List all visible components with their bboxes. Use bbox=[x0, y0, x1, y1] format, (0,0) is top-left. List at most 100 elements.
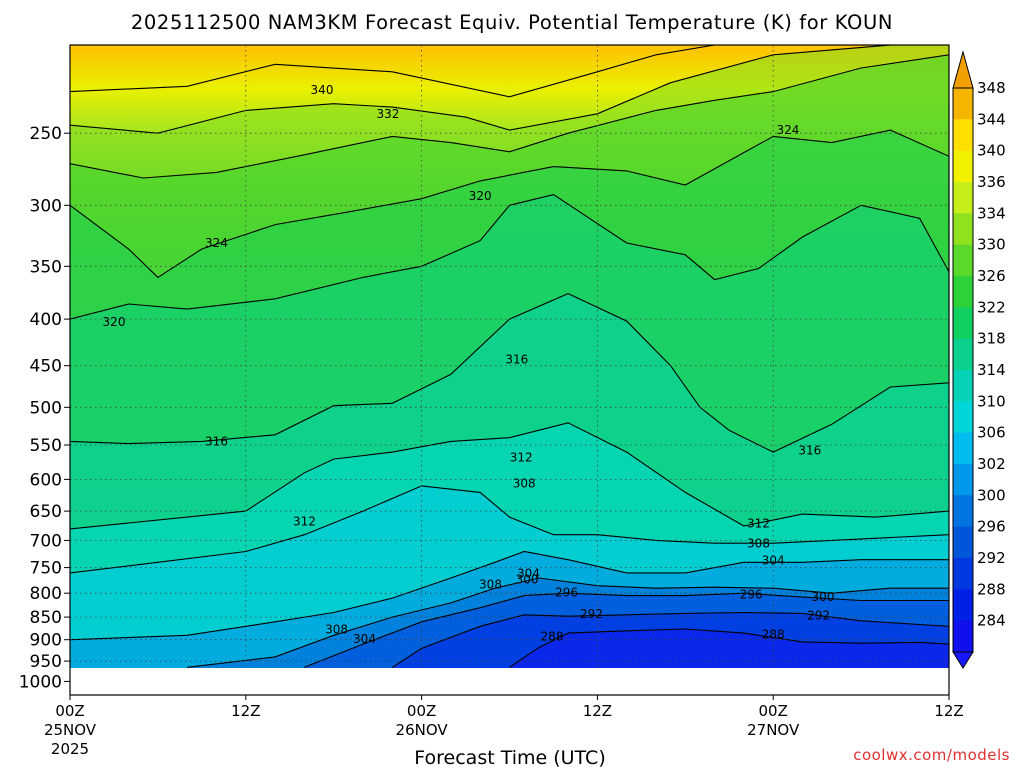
contour-label: 308 bbox=[747, 537, 770, 551]
colorbar-label: 302 bbox=[977, 455, 1006, 473]
colorbar-swatch bbox=[953, 432, 973, 465]
theta-band-288 bbox=[509, 629, 949, 668]
y-tick-label: 500 bbox=[30, 398, 62, 418]
y-tick-label: 450 bbox=[30, 357, 62, 377]
ground-terrain bbox=[70, 669, 949, 698]
x-tick-label: 12Z bbox=[934, 702, 963, 720]
x-tick-date: 25NOV bbox=[44, 721, 97, 739]
y-tick-label: 550 bbox=[30, 436, 62, 456]
colorbar-label: 348 bbox=[977, 79, 1006, 97]
colorbar-label: 306 bbox=[977, 424, 1006, 442]
contour-label: 296 bbox=[740, 588, 763, 602]
colorbar-label: 318 bbox=[977, 330, 1006, 348]
contour-label: 292 bbox=[807, 609, 830, 623]
y-tick-label: 800 bbox=[30, 584, 62, 604]
contour-328 bbox=[70, 54, 949, 179]
colorbar-swatch bbox=[953, 182, 973, 214]
contour-label: 308 bbox=[479, 578, 502, 592]
colorbar-swatch bbox=[953, 213, 973, 246]
contour-324 bbox=[70, 129, 949, 279]
contour-label: 316 bbox=[505, 353, 528, 367]
x-tick-label: 12Z bbox=[231, 702, 260, 720]
colorbar: 348 344 340 336 334 330 326 322 318 314 310 306 302 3… bbox=[952, 50, 1006, 669]
contour-label: 308 bbox=[513, 476, 536, 490]
contour-lines bbox=[70, 45, 949, 668]
colorbar-swatch bbox=[953, 526, 973, 559]
colorbar-label: 300 bbox=[977, 486, 1006, 504]
contour-332 bbox=[70, 45, 949, 134]
y-tick-label: 400 bbox=[30, 310, 62, 330]
colorbar-swatch bbox=[953, 276, 973, 308]
contour-label: 304 bbox=[762, 554, 785, 568]
contour-label: 304 bbox=[353, 632, 376, 646]
contour-label: 316 bbox=[205, 434, 228, 448]
contour-label: 288 bbox=[541, 630, 564, 644]
y-tick-label: 750 bbox=[30, 559, 62, 579]
grid-lines bbox=[70, 45, 949, 668]
colorbar-swatch bbox=[953, 244, 973, 277]
colorbar-label: 322 bbox=[977, 298, 1006, 316]
x-tick-date: 27NOV bbox=[747, 721, 800, 739]
contour-320 bbox=[70, 194, 949, 320]
contour-label: 300 bbox=[812, 590, 835, 604]
y-tick-label: 850 bbox=[30, 608, 62, 628]
colorbar-label: 314 bbox=[977, 361, 1006, 379]
color-bands bbox=[70, 45, 949, 668]
x-axis-title: Forecast Time (UTC) bbox=[414, 747, 605, 768]
colorbar-label: 296 bbox=[977, 518, 1006, 536]
y-tick-label: 1000 bbox=[19, 672, 62, 692]
contour-304 bbox=[70, 550, 949, 641]
colorbar-top-arrow bbox=[952, 50, 974, 89]
contour-340 bbox=[70, 45, 949, 98]
contour-308 bbox=[70, 485, 949, 574]
contour-288 bbox=[509, 628, 949, 668]
colorbar-swatch bbox=[953, 589, 973, 622]
contour-label: 312 bbox=[293, 514, 316, 528]
x-tick-label: 00Z bbox=[407, 702, 436, 720]
contour-label: 316 bbox=[798, 444, 821, 458]
y-tick-label: 900 bbox=[30, 631, 62, 651]
contour-296 bbox=[304, 592, 949, 668]
contour-label: 296 bbox=[555, 586, 578, 600]
contour-316 bbox=[70, 292, 949, 453]
colorbar-swatch bbox=[953, 370, 973, 402]
colorbar-swatch bbox=[953, 620, 973, 653]
colorbar-label: 292 bbox=[977, 549, 1006, 567]
colorbar-bottom-arrow bbox=[952, 651, 974, 669]
x-tick-date: 26NOV bbox=[396, 721, 449, 739]
colorbar-swatch bbox=[953, 150, 973, 183]
contour-label: 312 bbox=[747, 517, 770, 531]
contour-label: 332 bbox=[376, 107, 399, 121]
colorbar-label: 326 bbox=[977, 267, 1006, 285]
plot-frame bbox=[69, 44, 950, 696]
contour-labels: 340 332 324 320 324 320 316 316 316 312 312 312 308 3… bbox=[103, 83, 835, 646]
colorbar-label: 344 bbox=[977, 110, 1006, 128]
colorbar-label: 330 bbox=[977, 236, 1006, 254]
credit-text: coolwx.com/models bbox=[853, 746, 1010, 764]
contour-label: 288 bbox=[762, 627, 785, 641]
contour-label: 320 bbox=[103, 315, 126, 329]
contour-label: 304 bbox=[517, 566, 540, 580]
colorbar-swatch bbox=[953, 338, 973, 371]
contour-label: 312 bbox=[510, 451, 533, 465]
contour-label: 308 bbox=[325, 623, 348, 637]
y-tick-label: 300 bbox=[30, 196, 62, 216]
colorbar-swatch bbox=[953, 495, 973, 528]
colorbar-swatch bbox=[953, 119, 973, 152]
colorbar-swatch bbox=[953, 558, 973, 590]
plot-area: 340 332 324 320 324 320 316 316 316 312 312 312 308 3… bbox=[70, 45, 949, 698]
contour-label: 324 bbox=[205, 236, 228, 250]
colorbar-label: 284 bbox=[977, 612, 1006, 630]
contour-label: 324 bbox=[776, 123, 799, 137]
chart-title: 2025112500 NAM3KM Forecast Equiv. Potent… bbox=[131, 11, 893, 34]
contour-label: 320 bbox=[469, 189, 492, 203]
contour-292 bbox=[392, 611, 949, 668]
x-tick-year: 2025 bbox=[51, 740, 89, 758]
y-tick-label: 250 bbox=[30, 124, 62, 144]
x-tick-label: 12Z bbox=[583, 702, 612, 720]
colorbar-swatch bbox=[953, 464, 973, 496]
y-axis: 250 300 350 400 450 500 550 600 650 700 750 800 850 9… bbox=[19, 124, 70, 692]
colorbar-label: 340 bbox=[977, 142, 1006, 160]
contour-label: 340 bbox=[311, 83, 334, 97]
